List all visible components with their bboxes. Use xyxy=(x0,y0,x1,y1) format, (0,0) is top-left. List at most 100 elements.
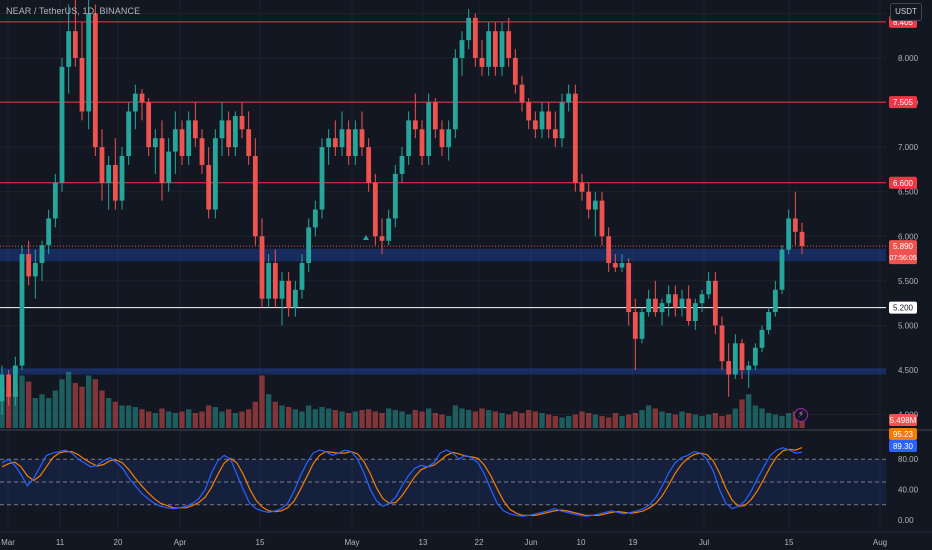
candle xyxy=(699,294,705,304)
stoch-d-label-bg xyxy=(889,428,917,440)
currency-button[interactable]: USDT xyxy=(890,3,922,21)
volume-bar xyxy=(692,414,698,428)
volume-bar xyxy=(52,390,58,428)
volume-bar xyxy=(572,414,578,428)
candle xyxy=(139,93,145,103)
candle xyxy=(246,129,252,157)
volume-bar xyxy=(139,409,145,428)
candle xyxy=(499,31,505,67)
candle xyxy=(772,289,778,313)
candle xyxy=(766,312,772,330)
volume-bar xyxy=(192,413,198,428)
volume-bar xyxy=(279,405,285,428)
candle xyxy=(526,102,532,121)
volume-bar xyxy=(746,394,752,428)
candle xyxy=(719,325,725,362)
volume-bar xyxy=(512,411,518,428)
candle xyxy=(146,102,152,148)
candle xyxy=(106,164,112,183)
volume-bar xyxy=(86,375,92,428)
candle xyxy=(572,93,578,183)
volume-bar xyxy=(566,416,572,428)
stoch-tick-label: 80.00 xyxy=(898,455,919,464)
candle xyxy=(179,129,185,157)
volume-bar xyxy=(259,375,265,428)
candle xyxy=(72,31,78,58)
volume-bar xyxy=(179,411,185,428)
candle xyxy=(172,129,178,152)
candle xyxy=(799,231,805,247)
volume-bar xyxy=(39,394,45,428)
volume-bar xyxy=(32,398,38,428)
candle xyxy=(606,236,612,264)
candle xyxy=(419,129,425,157)
time-tick-label: 11 xyxy=(56,538,65,547)
volume-bar xyxy=(212,407,218,428)
candle xyxy=(639,312,645,339)
volume-bar xyxy=(439,414,445,428)
volume-bar xyxy=(472,411,478,428)
support-zone xyxy=(0,368,886,375)
lightning-icon[interactable]: ⚡ xyxy=(794,408,808,422)
volume-bar xyxy=(499,413,505,428)
candle xyxy=(306,227,312,264)
volume-bar xyxy=(412,410,418,428)
candle xyxy=(346,129,352,157)
volume-bar xyxy=(272,401,278,428)
price-tick-label: 4.500 xyxy=(898,366,919,375)
candle xyxy=(506,31,512,58)
candle xyxy=(159,138,165,183)
candle xyxy=(86,13,92,112)
volume-bar xyxy=(646,405,652,428)
candle xyxy=(192,120,198,139)
level-price-label-bg xyxy=(889,176,917,189)
candle xyxy=(339,129,345,148)
volume-bar xyxy=(392,410,398,428)
volume-bar xyxy=(486,410,492,428)
candle xyxy=(539,111,545,130)
volume-bar xyxy=(152,413,158,428)
volume-bar xyxy=(339,411,345,428)
volume-bar xyxy=(399,411,405,428)
volume-bar xyxy=(99,390,105,428)
volume-bar xyxy=(359,410,365,428)
candle xyxy=(366,147,372,183)
volume-bar xyxy=(759,408,765,428)
candle xyxy=(132,93,138,112)
volume-bar xyxy=(346,413,352,428)
candle xyxy=(579,182,585,192)
stoch-d-label: 95.23 xyxy=(893,430,914,439)
time-tick-label: 19 xyxy=(629,538,638,547)
candle xyxy=(199,138,205,165)
level-price-label: 6.600 xyxy=(893,179,914,188)
candle xyxy=(52,182,58,219)
candle xyxy=(446,129,452,148)
volume-bar xyxy=(466,410,472,428)
volume-bar xyxy=(299,411,305,428)
signal-marker xyxy=(363,235,369,240)
price-tick-label: 8.000 xyxy=(898,54,919,63)
candle xyxy=(399,156,405,174)
volume-bar xyxy=(239,411,245,428)
candle xyxy=(732,343,738,375)
candle xyxy=(412,120,418,130)
volume-bar xyxy=(312,409,318,428)
volume-bar xyxy=(706,414,712,428)
candle xyxy=(119,156,125,201)
volume-bar xyxy=(419,411,425,428)
volume-bar xyxy=(559,417,565,428)
candle xyxy=(619,263,625,268)
volume-bar xyxy=(546,414,552,428)
price-tick-label: 7.000 xyxy=(898,143,919,152)
volume-bar xyxy=(772,414,778,428)
candle xyxy=(99,147,105,183)
candle xyxy=(286,280,292,308)
time-tick-label: Jul xyxy=(699,538,709,547)
time-tick-label: 22 xyxy=(475,538,484,547)
candle xyxy=(706,280,712,295)
stoch-k-line xyxy=(1,447,803,517)
candle xyxy=(372,182,378,237)
volume-bar xyxy=(459,408,465,428)
